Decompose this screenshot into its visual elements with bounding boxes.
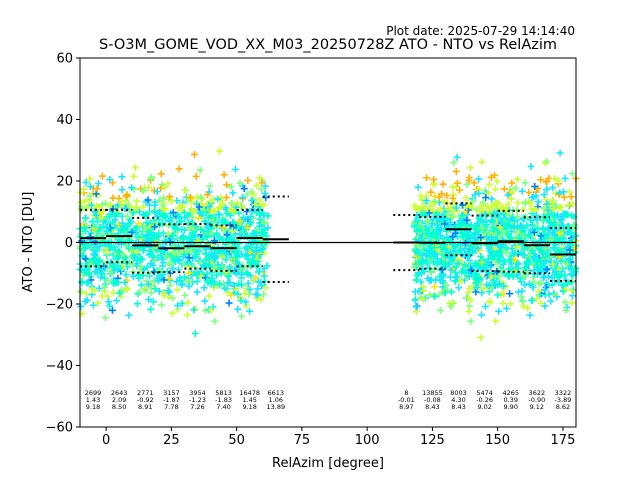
plot-date: Plot date: 2025-07-29 14:14:40 [386,24,575,38]
chart-title: S-O3M_GOME_VOD_XX_M03_20250728Z ATO - NT… [99,37,557,53]
scatter-points [76,147,580,341]
